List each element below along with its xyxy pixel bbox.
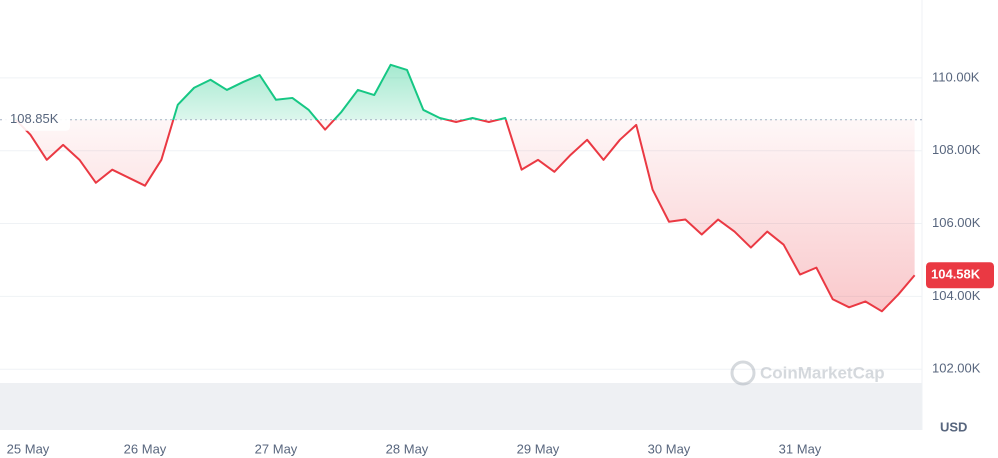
y-tick-label: 106.00K: [932, 215, 981, 230]
baseline-label-bg: [4, 108, 70, 131]
y-tick-label: 102.00K: [932, 361, 981, 376]
x-tick-label: 29 May: [517, 441, 560, 456]
price-area: [14, 64, 915, 312]
y-tick-label: 108.00K: [932, 142, 981, 157]
x-tick-label: 25 May: [7, 441, 50, 456]
price-line: [13, 63, 916, 313]
x-tick-label: 27 May: [255, 441, 298, 456]
last-price-label: 104.58K: [931, 267, 981, 282]
watermark: CoinMarketCap: [730, 360, 885, 386]
x-tick-label: 26 May: [124, 441, 167, 456]
watermark-text: CoinMarketCap: [760, 363, 885, 382]
x-tick-label: 31 May: [779, 441, 822, 456]
baseline-label: 108.85K: [10, 111, 59, 126]
x-tick-label: 28 May: [386, 441, 429, 456]
last-price-bg: [926, 262, 994, 289]
y-tick-label: 110.00K: [932, 69, 980, 84]
y-unit: USD: [940, 419, 967, 434]
y-tick-label: 104.00K: [932, 288, 981, 303]
x-tick-label: 30 May: [648, 441, 691, 456]
volume-band: [0, 383, 922, 430]
